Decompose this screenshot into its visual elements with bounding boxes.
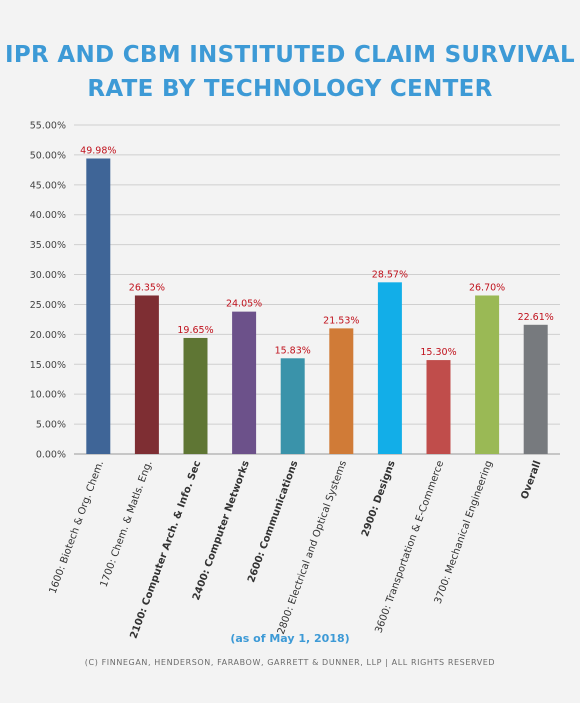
data-label: 49.98% xyxy=(80,145,116,156)
bar xyxy=(475,295,500,454)
chart-title-line-2: RATE BY TECHNOLOGY CENTER xyxy=(87,76,493,102)
category-label: 2600: Communications xyxy=(246,459,300,584)
category-label: 1700: Chem. & Matls. Eng. xyxy=(99,459,155,588)
data-label: 28.57% xyxy=(372,269,408,280)
y-tick-label: 20.00% xyxy=(30,330,66,341)
y-tick-label: 50.00% xyxy=(30,150,66,161)
as-of-date: (as of May 1, 2018) xyxy=(230,632,350,645)
y-tick-label: 5.00% xyxy=(36,420,66,431)
y-tick-label: 55.00% xyxy=(30,121,66,132)
chart-title-line-1: IPR AND CBM INSTITUTED CLAIM SURVIVAL xyxy=(5,42,575,68)
y-tick-label: 40.00% xyxy=(30,210,66,221)
data-label: 26.70% xyxy=(469,282,505,293)
bar xyxy=(232,311,257,454)
data-label: 24.05% xyxy=(226,299,262,310)
category-label: 1600: Biotech & Org. Chem. xyxy=(48,459,106,595)
bar xyxy=(86,158,111,455)
data-label: 22.61% xyxy=(518,312,554,323)
bar xyxy=(377,282,402,454)
category-label: Overall xyxy=(519,459,543,501)
y-tick-label: 10.00% xyxy=(30,390,66,401)
y-tick-label: 35.00% xyxy=(30,240,66,251)
data-label: 26.35% xyxy=(129,282,165,293)
data-label: 15.83% xyxy=(275,345,311,356)
bar xyxy=(329,328,354,454)
bar xyxy=(183,337,208,454)
bar xyxy=(134,295,159,454)
bar xyxy=(426,360,451,454)
y-tick-label: 45.00% xyxy=(30,180,66,191)
category-label: 2900: Designs xyxy=(360,459,398,538)
y-tick-label: 30.00% xyxy=(30,270,66,281)
bar-chart: 0.00% 5.00% 10.00% 15.00% 20.00% 25.00% 30.00%… xyxy=(30,121,560,640)
data-label: 21.53% xyxy=(323,315,359,326)
data-label: 15.30% xyxy=(420,347,456,358)
y-tick-label: 0.00% xyxy=(36,450,66,461)
chart-title: IPR AND CBM INSTITUTED CLAIM SURVIVAL RA… xyxy=(0,38,580,106)
y-tick-label: 15.00% xyxy=(30,360,66,371)
copyright-notice: (C) FINNEGAN, HENDERSON, FARABOW, GARRET… xyxy=(84,658,496,667)
bar xyxy=(280,358,305,454)
y-tick-label: 25.00% xyxy=(30,300,66,311)
bar xyxy=(523,324,548,454)
category-label: 2400: Computer Networks xyxy=(191,459,252,602)
data-label: 19.65% xyxy=(177,325,213,336)
category-label: 3700: Mechanical Engineering xyxy=(433,459,495,605)
